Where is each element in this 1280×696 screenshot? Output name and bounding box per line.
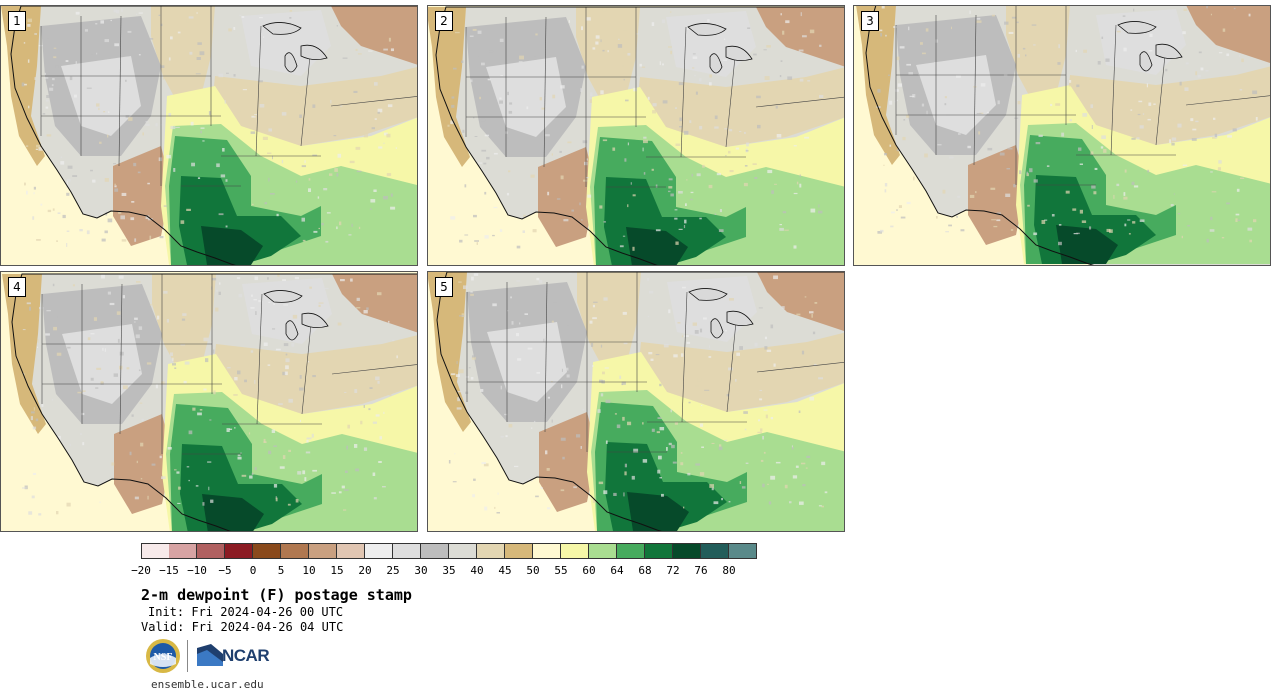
page-title: 2-m dewpoint (F) postage stamp [141,586,412,604]
map-panel-1: 1 [0,5,418,266]
colorbar-tick-label: −5 [218,564,232,577]
colorbar-tick-label: 50 [526,564,540,577]
colorbar-swatch [197,543,225,559]
colorbar-swatch [673,543,701,559]
colorbar-swatch [253,543,281,559]
colorbar-tick-label: 72 [666,564,680,577]
colorbar-tick-label: 45 [498,564,512,577]
colorbar-swatch [505,543,533,559]
panel-number: 3 [861,11,879,31]
colorbar-swatch [421,543,449,559]
colorbar-tick-label: 80 [722,564,736,577]
colorbar-swatch [701,543,729,559]
colorbar-tick-label: 30 [414,564,428,577]
colorbar-swatch [365,543,393,559]
map-panel-5: 5 [427,271,845,532]
colorbar-tick-label: 64 [610,564,624,577]
nsf-logo-text: NSF [154,652,173,663]
dewpoint-map [1,272,417,531]
colorbar-tick-label: 40 [470,564,484,577]
colorbar-swatch [225,543,253,559]
ncar-logo [197,644,223,666]
colorbar-swatch [729,543,757,559]
colorbar-swatch [169,543,197,559]
map-panel-2: 2 [427,5,845,266]
colorbar-swatch [393,543,421,559]
ncar-logo-text: NCAR [222,646,270,665]
colorbar [141,543,757,559]
logo-divider [187,640,188,672]
colorbar-tick-label: 15 [330,564,344,577]
colorbar-tick-label: 20 [358,564,372,577]
map-panel-3: 3 [853,5,1271,266]
colorbar-swatch [337,543,365,559]
init-time: Init: Fri 2024-04-26 00 UTC [148,605,344,619]
colorbar-tick-label: 60 [582,564,596,577]
colorbar-swatch [589,543,617,559]
dewpoint-map [428,272,844,531]
colorbar-tick-label: 76 [694,564,708,577]
colorbar-tick-label: 10 [302,564,316,577]
website-link[interactable]: ensemble.ucar.edu [151,678,264,691]
map-panel-4: 4 [0,271,418,532]
colorbar-swatch [561,543,589,559]
colorbar-swatch [449,543,477,559]
colorbar-tick-label: 35 [442,564,456,577]
colorbar-swatch [281,543,309,559]
colorbar-tick-label: 55 [554,564,568,577]
colorbar-tick-label: −20 [131,564,151,577]
colorbar-tick-label: −15 [159,564,179,577]
nsf-logo: NSF [146,639,180,673]
dewpoint-map [1,6,417,265]
colorbar-swatch [617,543,645,559]
colorbar-swatch [533,543,561,559]
panel-number: 1 [8,11,26,31]
colorbar-tick-label: 5 [277,564,285,577]
colorbar-swatch [645,543,673,559]
dewpoint-map [428,6,844,265]
colorbar-swatch [477,543,505,559]
colorbar-tick-label: 0 [249,564,257,577]
colorbar-tick-label: −10 [187,564,207,577]
panel-number: 2 [435,11,453,31]
dewpoint-map [854,6,1270,265]
colorbar-swatch [141,543,170,559]
colorbar-tick-label: 68 [638,564,652,577]
colorbar-tick-label: 25 [386,564,400,577]
colorbar-swatch [309,543,337,559]
panel-number: 5 [435,277,453,297]
panel-number: 4 [8,277,26,297]
valid-time: Valid: Fri 2024-04-26 04 UTC [141,620,344,634]
